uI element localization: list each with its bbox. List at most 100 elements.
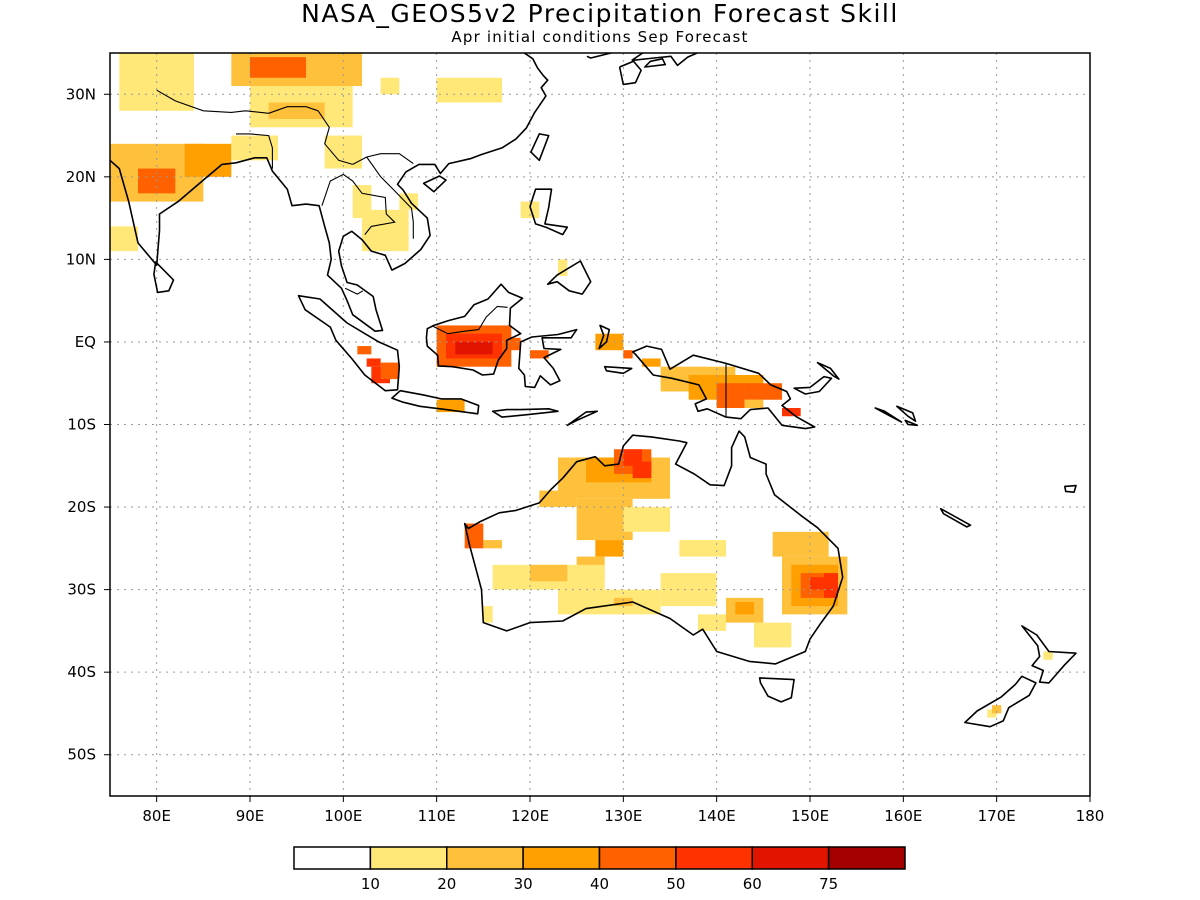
skill-cell <box>362 209 409 252</box>
lon-tick-label: 110E <box>418 807 456 825</box>
skill-cell <box>380 362 400 380</box>
colorbar-label: 75 <box>819 875 838 893</box>
skill-cell <box>642 358 661 367</box>
colorbar-swatch <box>598 846 677 870</box>
skill-cell <box>735 601 754 615</box>
country-border <box>366 156 414 239</box>
coastline <box>618 60 642 86</box>
skill-cell <box>483 540 502 549</box>
coastline <box>518 328 578 389</box>
lat-tick-label: 30S <box>67 581 96 599</box>
coastlines <box>110 53 1077 728</box>
skill-cell <box>268 102 325 120</box>
colorbar-label: 40 <box>590 875 609 893</box>
coastline <box>530 133 550 162</box>
graticule <box>110 53 1090 796</box>
skill-cell <box>483 606 493 623</box>
skill-cell <box>455 341 493 355</box>
skill-cell <box>502 337 521 351</box>
colorbar-swatch <box>522 846 601 870</box>
colorbar-label: 30 <box>514 875 533 893</box>
lon-tick-label: 120E <box>511 807 549 825</box>
skill-cell <box>824 573 838 598</box>
skill-cell <box>357 346 372 355</box>
colorbar-swatch <box>446 846 524 870</box>
coastline <box>110 53 549 332</box>
country-border <box>352 153 414 165</box>
skill-cell <box>352 185 372 219</box>
skill-cell <box>520 201 540 219</box>
skill-cell <box>660 573 717 607</box>
skill-cell <box>716 383 745 408</box>
colorbar-swatch <box>827 846 906 870</box>
skill-cell <box>436 77 502 103</box>
coastline <box>297 294 401 392</box>
lat-tick-label: 20N <box>66 168 96 186</box>
colorbar: 10 20 30 40 50 60 75 <box>293 846 906 893</box>
skill-cell <box>632 461 652 479</box>
lon-tick-label: 90E <box>236 807 265 825</box>
skill-cell <box>992 705 1002 714</box>
skill-cell <box>595 540 624 557</box>
country-border <box>317 110 353 165</box>
coastline <box>598 324 611 350</box>
coastline <box>422 175 447 193</box>
lon-tick-label: 160E <box>884 807 922 825</box>
chart-title: NASA_GEOS5v2 Precipitation Forecast Skil… <box>301 0 899 28</box>
lat-tick-label: EQ <box>75 333 96 351</box>
coastline <box>491 408 559 418</box>
coastline <box>529 188 569 236</box>
colorbar-label: 50 <box>666 875 685 893</box>
lat-tick-label: 10S <box>67 416 96 434</box>
skill-cell <box>614 597 633 607</box>
lat-tick-label: 10N <box>66 250 96 268</box>
skill-cell <box>679 540 726 557</box>
coastline <box>644 58 667 68</box>
skill-cell <box>530 350 549 359</box>
skill-cell <box>366 358 381 367</box>
coastline <box>874 407 903 423</box>
lat-tick-label: 20S <box>67 498 96 516</box>
coastline <box>425 283 524 376</box>
coastline <box>1021 625 1077 684</box>
lat-tick-label: 40S <box>67 663 96 681</box>
colorbar-label: 10 <box>361 875 380 893</box>
skill-field <box>110 53 1053 718</box>
coastline <box>463 430 844 665</box>
skill-cell <box>250 57 306 78</box>
skill-cell <box>754 622 792 648</box>
coastline <box>391 389 480 415</box>
coastline <box>153 261 175 294</box>
skill-cell <box>744 399 764 408</box>
coastline <box>546 260 592 295</box>
lat-tick-label: 30N <box>66 85 96 103</box>
coastline <box>816 361 840 380</box>
skill-cell <box>110 226 138 252</box>
skill-cell <box>530 564 568 582</box>
coastline <box>964 675 1037 728</box>
latitude-axis: 30N 20N 10N EQ 10S 20S 30S 40S 50S <box>66 85 110 764</box>
lon-tick-label: 180 <box>1076 807 1105 825</box>
colorbar-swatch <box>369 846 448 870</box>
lon-tick-label: 80E <box>142 807 171 825</box>
colorbar-label: 60 <box>743 875 762 893</box>
lon-tick-label: 130E <box>604 807 642 825</box>
coastline <box>758 677 795 703</box>
skill-cell <box>558 589 661 615</box>
skill-cell <box>184 143 232 177</box>
country-borders <box>156 89 727 418</box>
coastline <box>904 419 919 427</box>
lon-tick-label: 100E <box>324 807 362 825</box>
chart-subtitle: Apr initial conditions Sep Forecast <box>451 28 749 46</box>
coastline <box>566 410 598 427</box>
coastline <box>1064 484 1077 493</box>
skill-cell <box>744 383 782 400</box>
skill-cell <box>623 350 633 359</box>
skill-cell <box>1043 651 1053 660</box>
country-border <box>156 89 319 114</box>
skill-cell <box>539 490 577 508</box>
lon-tick-label: 140E <box>698 807 736 825</box>
skill-cell <box>231 135 278 161</box>
colorbar-label: 20 <box>437 875 456 893</box>
skill-cell <box>623 507 670 532</box>
